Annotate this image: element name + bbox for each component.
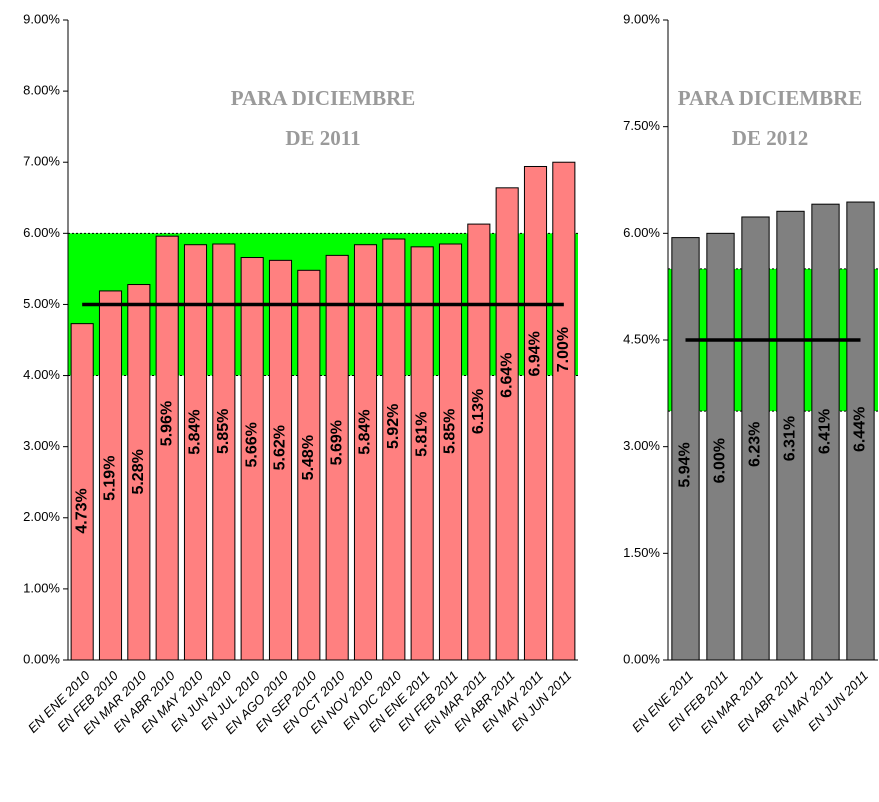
- value-label: 5.66%: [243, 422, 260, 467]
- value-label: 5.28%: [130, 449, 147, 494]
- chart-title: PARA DICIEMBRE: [678, 86, 863, 110]
- bar: [495, 187, 519, 661]
- y-tick-label: 0.00%: [623, 651, 660, 666]
- bar: [410, 246, 434, 661]
- bar: [240, 257, 264, 661]
- y-tick-label: 7.50%: [623, 118, 660, 133]
- y-tick-label: 8.00%: [23, 83, 60, 98]
- value-label: 6.44%: [852, 407, 869, 452]
- y-tick-label: 4.00%: [23, 367, 60, 382]
- value-label: 6.00%: [712, 438, 729, 483]
- bar: [776, 210, 805, 661]
- y-tick-label: 4.50%: [623, 331, 660, 346]
- bar: [297, 269, 321, 661]
- value-label: 6.23%: [747, 422, 764, 467]
- bar: [70, 323, 94, 661]
- value-label: 5.94%: [677, 442, 694, 487]
- value-label: 5.84%: [357, 409, 374, 454]
- bar: [98, 290, 123, 661]
- bar: [467, 223, 491, 661]
- bar: [212, 243, 236, 661]
- value-label: 7.00%: [555, 327, 572, 372]
- value-label: 5.69%: [328, 420, 345, 465]
- chart-title: DE 2012: [732, 126, 808, 150]
- value-label: 5.85%: [442, 409, 459, 454]
- y-tick-label: 1.00%: [23, 580, 60, 595]
- bar: [671, 237, 700, 661]
- bar: [127, 284, 151, 661]
- y-tick-label: 6.00%: [23, 225, 60, 240]
- y-tick-label: 9.00%: [23, 11, 60, 26]
- y-tick-label: 2.00%: [23, 509, 60, 524]
- value-label: 6.64%: [498, 352, 515, 397]
- y-tick-label: 3.00%: [623, 438, 660, 453]
- value-label: 6.94%: [527, 331, 544, 376]
- value-label: 5.96%: [158, 401, 175, 446]
- y-tick-label: 7.00%: [23, 154, 60, 169]
- value-label: 5.85%: [215, 409, 232, 454]
- y-tick-label: 6.00%: [623, 225, 660, 240]
- bar: [155, 235, 179, 661]
- bar: [268, 259, 293, 661]
- value-label: 5.48%: [300, 435, 317, 480]
- value-label: 5.92%: [385, 404, 402, 449]
- bar: [353, 244, 378, 661]
- bar: [741, 216, 770, 661]
- bar: [811, 203, 840, 661]
- y-tick-label: 5.00%: [23, 296, 60, 311]
- bar: [552, 161, 576, 661]
- bar: [382, 238, 406, 661]
- y-tick-label: 9.00%: [623, 11, 660, 26]
- chart-title: PARA DICIEMBRE: [231, 86, 416, 110]
- value-label: 4.73%: [73, 488, 90, 533]
- bar: [706, 232, 735, 661]
- bar: [523, 165, 548, 661]
- chart-title: DE 2011: [285, 126, 360, 150]
- bar: [325, 254, 349, 661]
- value-label: 5.19%: [102, 456, 119, 501]
- value-label: 5.84%: [187, 409, 204, 454]
- value-label: 5.81%: [413, 411, 430, 456]
- value-label: 6.31%: [782, 416, 799, 461]
- bar: [438, 243, 463, 661]
- y-tick-label: 3.00%: [23, 438, 60, 453]
- value-label: 6.41%: [817, 409, 834, 454]
- value-label: 5.62%: [272, 425, 289, 470]
- value-label: 6.13%: [470, 389, 487, 434]
- bar: [183, 244, 208, 661]
- y-tick-label: 1.50%: [623, 545, 660, 560]
- bar: [846, 201, 875, 661]
- y-tick-label: 0.00%: [23, 651, 60, 666]
